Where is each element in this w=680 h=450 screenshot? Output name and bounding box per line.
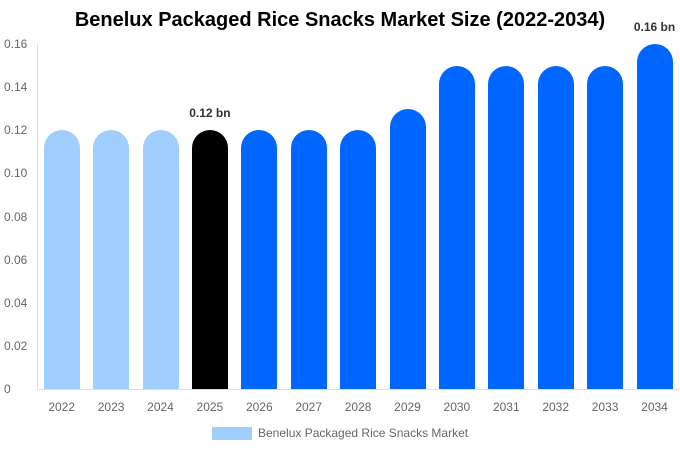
bar-2034: [636, 44, 673, 389]
x-tick-label: 2034: [641, 400, 668, 414]
y-tick-label: 0.14: [4, 80, 28, 95]
bar-2030: [438, 65, 475, 389]
bar-2032: [537, 65, 574, 389]
x-tick-label: 2026: [245, 400, 273, 414]
y-tick-label: 0: [4, 382, 11, 396]
bar-2026: [241, 130, 278, 389]
chart-title: Benelux Packaged Rice Snacks Market Size…: [74, 9, 606, 31]
x-tick-label: 2030: [443, 400, 471, 414]
bar-2024: [142, 130, 179, 389]
bar-2029: [389, 108, 426, 389]
x-axis-line: [37, 389, 680, 390]
bar-2028: [340, 130, 377, 389]
x-tick-label: 2029: [394, 400, 421, 414]
bar-2027: [290, 130, 327, 389]
y-tick-label: 0.06: [4, 252, 28, 267]
legend: Benelux Packaged Rice Snacks Market: [212, 426, 468, 440]
bar-2022: [43, 130, 80, 389]
y-tick-label: 0.04: [4, 295, 28, 310]
data-label-2025: 0.12 bn: [189, 106, 231, 121]
x-tick-label: 2032: [542, 400, 570, 414]
x-tick-label: 2022: [48, 400, 76, 414]
data-label-2034: 0.16 bn: [633, 20, 676, 34]
x-tick-label: 2024: [147, 400, 174, 414]
y-tick-label: 0.16: [4, 37, 28, 51]
bar-2023: [93, 130, 130, 389]
legend-swatch: [212, 426, 252, 440]
x-tick-label: 2028: [344, 400, 372, 414]
x-tick-label: 2023: [97, 400, 125, 414]
bar-2033: [587, 65, 624, 389]
y-tick-label: 0.12: [4, 123, 28, 138]
y-axis-line: [37, 44, 38, 389]
bar-2031: [488, 65, 525, 389]
x-tick-label: 2033: [591, 400, 619, 414]
bar-2025: [191, 130, 228, 389]
x-tick-label: 2031: [492, 400, 520, 414]
y-tick-label: 0.08: [4, 209, 28, 224]
legend-label: Benelux Packaged Rice Snacks Market: [258, 426, 469, 440]
x-tick-label: 2025: [196, 400, 224, 414]
y-tick-label: 0.10: [4, 166, 28, 181]
y-tick-label: 0.02: [4, 338, 28, 353]
x-tick-label: 2027: [295, 400, 323, 414]
